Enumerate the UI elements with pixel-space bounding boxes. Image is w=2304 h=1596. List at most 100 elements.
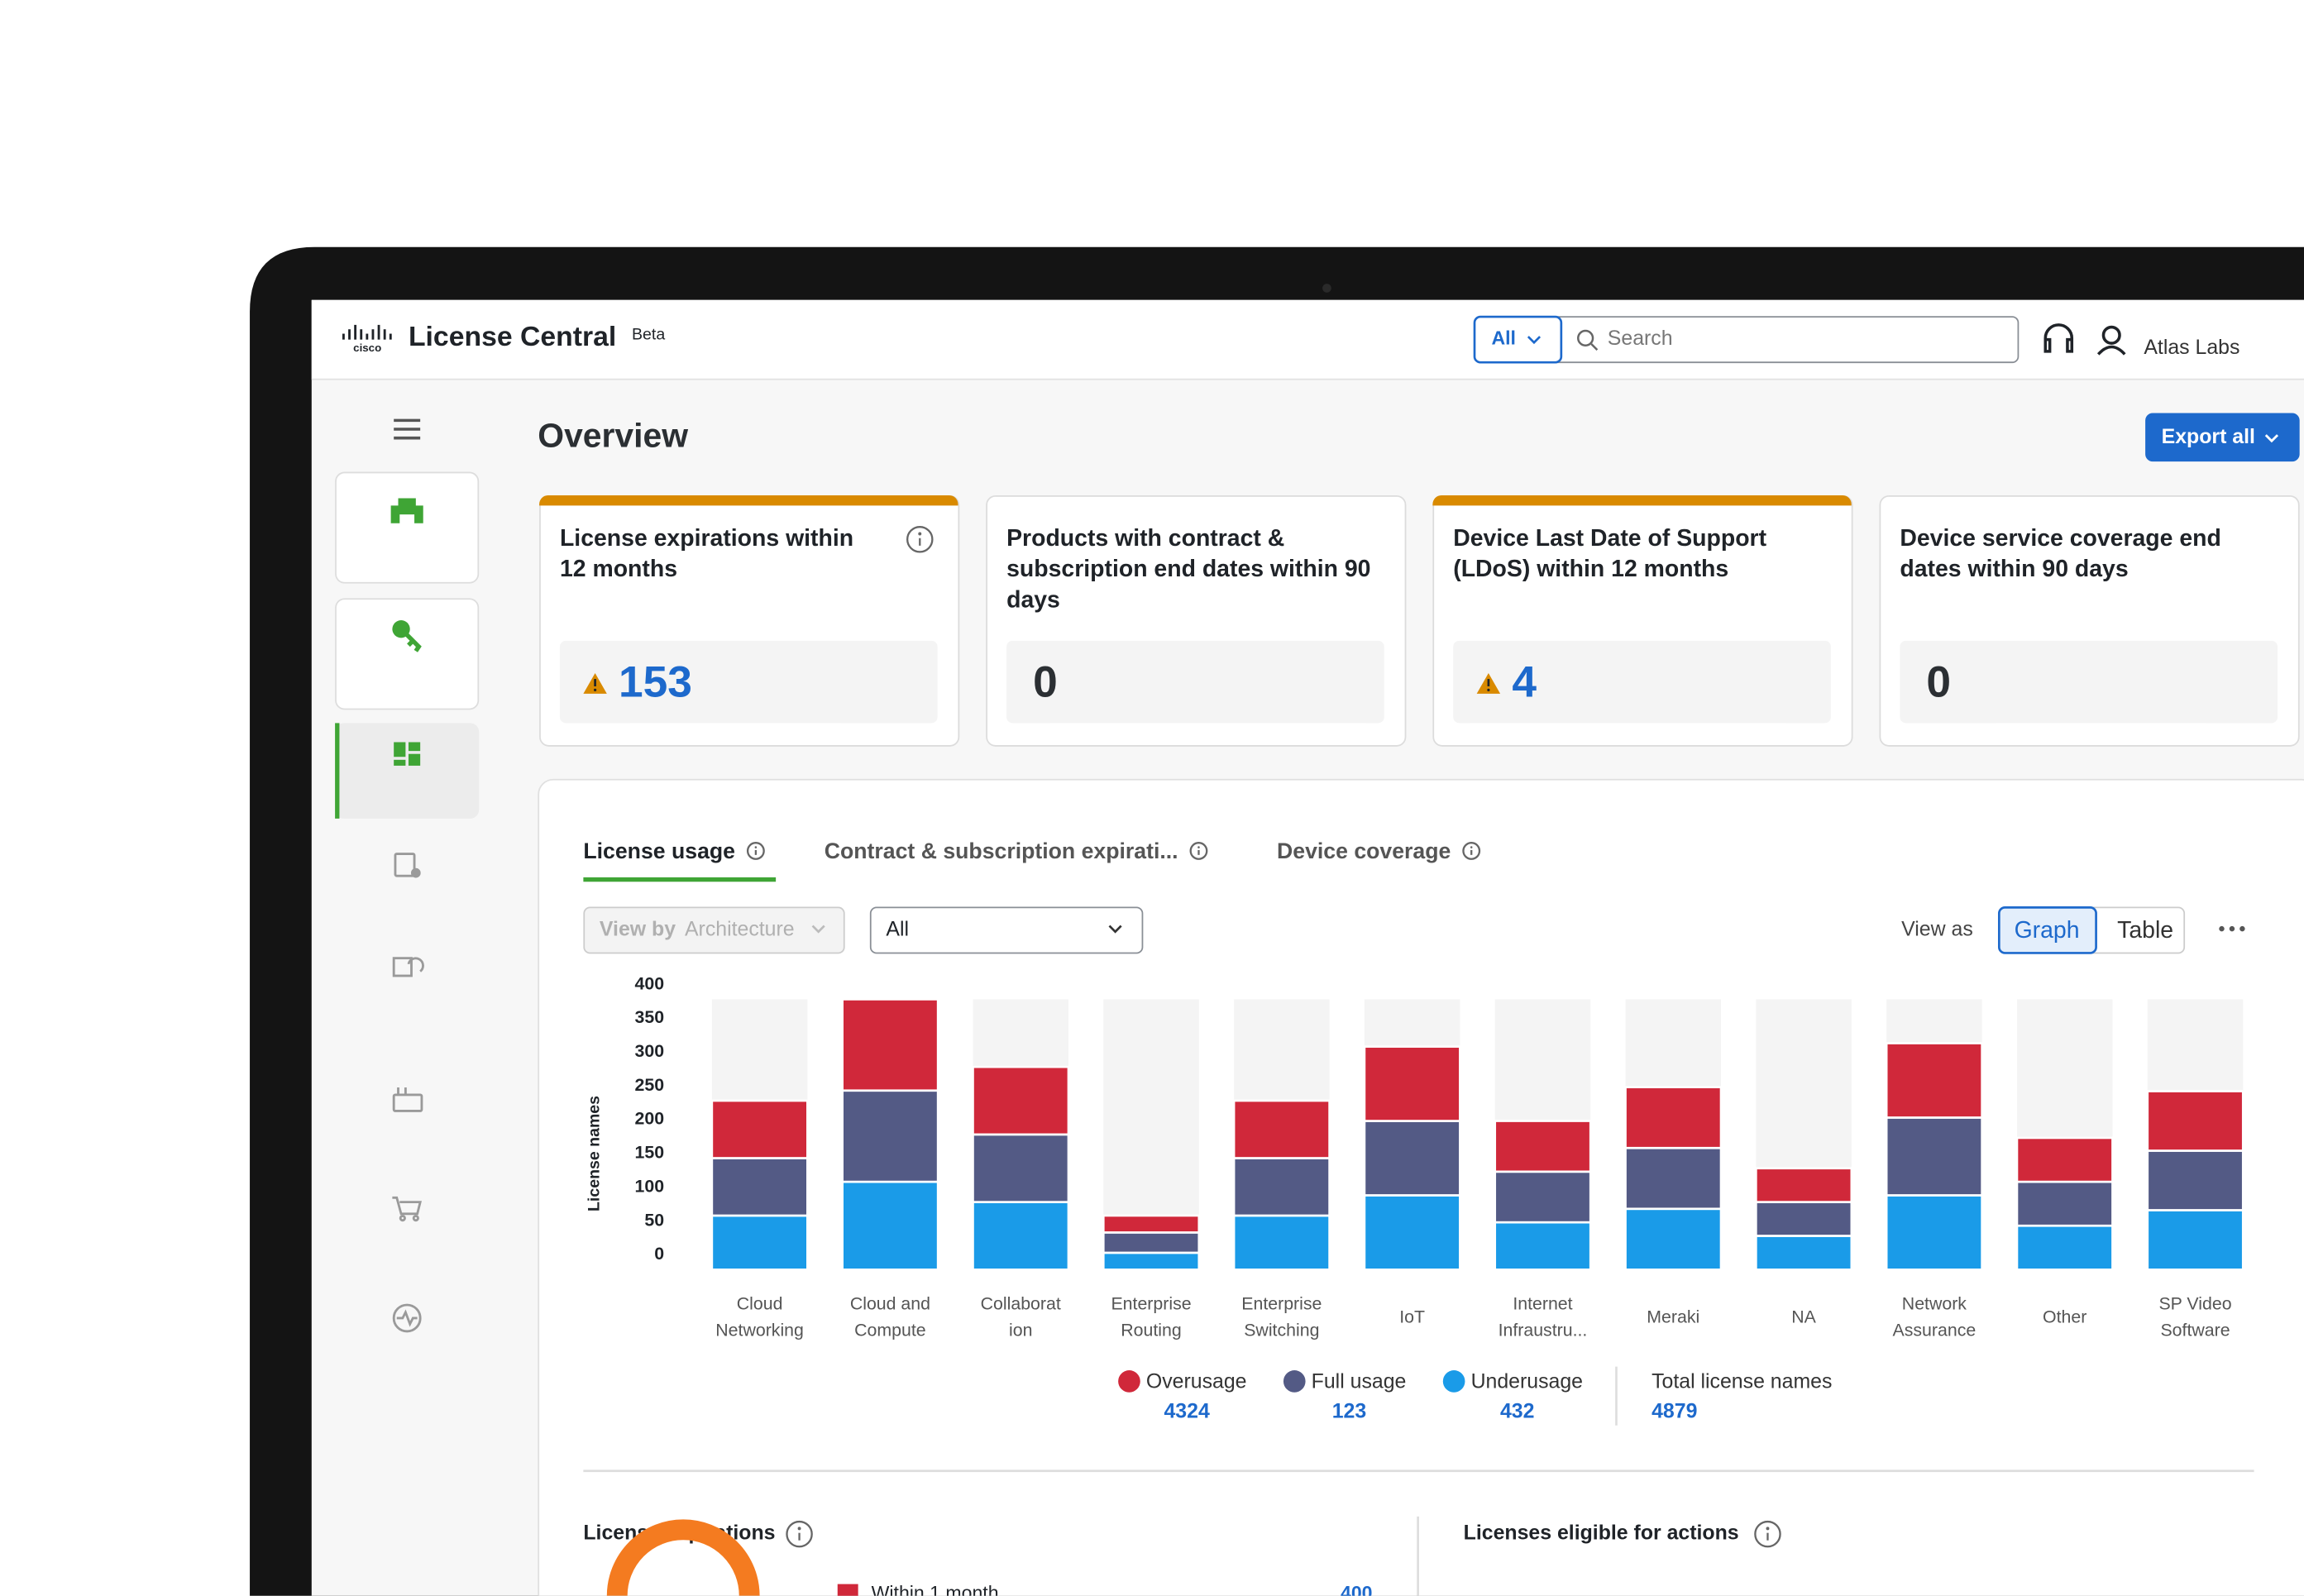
x-tick-label: Compute [854,1321,925,1340]
user-icon [2096,345,2126,356]
search-placeholder: Search [1608,327,1673,350]
nav-icon-dashboard [394,742,421,766]
support-icon[interactable] [2043,323,2074,353]
card-value: 0 [1926,657,1951,706]
bar-segment [1102,1214,1201,1234]
card-value: 153 [619,657,692,706]
info-icon[interactable] [1754,1520,1781,1548]
export-button[interactable] [2145,413,2300,462]
menu-icon[interactable] [394,418,421,440]
bar-segment [710,1157,809,1217]
card-title: subscription end dates within 90 [1006,556,1370,582]
card-value-box [1900,640,2278,724]
card-title: (LDoS) within 12 months [1453,556,1728,582]
user-name[interactable]: Atlas Labs [2144,336,2239,359]
nav-icon-keys [392,620,410,638]
bar-segment [1885,1194,1983,1271]
bar-segment [2015,1224,2114,1271]
chevron [2264,434,2279,443]
legend-label: Full usage [1312,1370,1407,1393]
bar-segment [1624,1086,1723,1149]
search-icon [1577,329,1594,346]
beta-badge: Beta [632,325,665,343]
card-accent [539,495,958,506]
bar-segment [710,1099,809,1159]
more-menu[interactable] [2219,925,2245,932]
info-icon[interactable] [1189,842,1208,860]
section-title: Licenses eligible for actions [1464,1522,1739,1545]
scope-dropdown[interactable] [869,906,1144,954]
tab[interactable]: License usage [583,839,735,863]
screen: cisco License Central Beta All Search At… [311,299,2304,1596]
y-tick-label: 300 [635,1041,665,1061]
cisco-logo-bars [342,324,392,340]
x-tick-label: Internet [1513,1294,1572,1314]
tab-underline [583,877,777,882]
x-tick-label: Enterprise [1111,1294,1191,1314]
nav-icons[interactable] [392,853,424,1333]
bar-segment [2146,1209,2244,1271]
legend-total: 4324 [1164,1399,1209,1422]
x-tick-label: SP Video [2158,1294,2231,1314]
expirations-legend-label: Within 1 month [872,1582,999,1596]
legend-label: Underusage [1471,1370,1583,1393]
toggle-graph[interactable] [1997,906,2097,954]
export-button-label: Export all [2162,425,2255,448]
card-title: Products with contract & [1006,525,1284,552]
toggle-graph-label: Graph [2015,917,2080,944]
info-icon[interactable] [906,526,934,553]
y-tick-label: 200 [635,1109,665,1129]
y-tick-label: 150 [635,1143,665,1163]
toggle-table-label[interactable]: Table [2117,917,2173,944]
legend-label: Overusage [1146,1370,1247,1393]
nav-icon-keys [405,633,422,652]
user-icon[interactable] [2101,325,2121,345]
bar-segment [2015,1136,2114,1183]
info-icon [797,1527,801,1531]
bar-segment [841,998,939,1092]
x-tick-label: NA [1791,1307,1816,1327]
cards: License expirations within 12 months 153 Pr… [539,495,2300,747]
bar-segment [2146,1149,2244,1211]
bar-segment [1232,1157,1331,1217]
app-name: License Central [409,321,616,352]
tab[interactable]: Contract & subscription expirati... [825,839,1178,863]
card-value-box [559,640,938,724]
search-scope-label: All [1491,327,1516,349]
view-by-dropdown[interactable] [583,906,845,954]
x-tick-label: ion [1009,1321,1032,1340]
x-tick-label: Networking [715,1321,804,1340]
tab[interactable]: Device coverage [1277,839,1451,863]
nav-item[interactable] [335,471,480,584]
info-icon[interactable] [786,1520,813,1548]
x-tick-label: Infraustru... [1499,1321,1588,1340]
bar-segment [972,1201,1070,1271]
bar-segment [1102,1231,1201,1254]
card-value: 0 [1033,657,1058,706]
nav-item[interactable] [335,598,480,710]
info-icon [1766,1527,1770,1531]
bar-segment [1363,1045,1461,1122]
legend-total: 123 [1332,1399,1366,1422]
bar-segment [1494,1221,1592,1271]
expirations-donut [606,1519,760,1596]
bar-segment [1755,1235,1853,1271]
bar-segment [1624,1146,1723,1211]
legend-swatch [1283,1370,1306,1393]
x-tick-label: Cloud and [850,1294,930,1314]
search-scope[interactable] [1473,315,1563,364]
nav-item-active[interactable] [335,723,480,819]
info-icon [1470,846,1473,848]
bar-segment [1232,1214,1331,1271]
info-icon[interactable] [746,842,765,860]
warning-icon [593,688,597,692]
chevron [811,925,825,934]
nav-icon-sites [390,498,423,523]
y-tick-label: 250 [635,1075,665,1095]
card-title: License expirations within [560,525,853,552]
info-icon [754,846,758,848]
legend-swatch [837,1584,858,1596]
x-tick-label: Other [2043,1307,2087,1327]
info-icon[interactable] [1462,842,1481,860]
